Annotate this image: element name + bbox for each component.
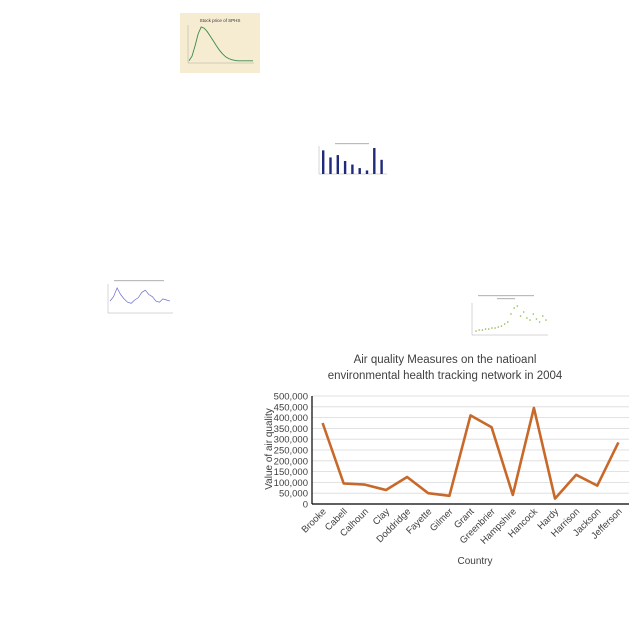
bar-thumbnail-bar <box>329 157 332 174</box>
line-thumbnail-line <box>109 287 171 304</box>
bar-thumbnail-bar <box>351 164 354 174</box>
bar-thumbnail-bar <box>322 150 325 174</box>
air-quality-line-chart: Air quality Measures on the natioanl env… <box>264 354 629 567</box>
y-tick-label: 250,000 <box>274 446 308 457</box>
scatter-thumbnail-point <box>497 326 500 328</box>
bar-thumbnail-title-placeholder <box>335 143 369 145</box>
y-tick-label: 300,000 <box>274 435 308 446</box>
line-chart-thumbnail <box>107 280 173 314</box>
x-axis-label: Country <box>457 556 492 567</box>
y-tick-label: 150,000 <box>274 467 308 478</box>
y-tick-label: 0 <box>303 500 308 511</box>
bar-chart-thumbnail <box>318 143 387 175</box>
scatter-thumbnail-point <box>545 319 547 321</box>
scatter-thumbnail-point <box>513 307 515 309</box>
stock-thumbnail-line <box>188 26 253 62</box>
scatter-thumbnail-title-placeholder-2 <box>497 298 515 300</box>
bar-thumbnail-bar <box>380 159 383 174</box>
scatter-thumbnail-point <box>478 329 480 331</box>
scatter-thumbnail-point <box>475 330 477 332</box>
scatter-thumbnail-point <box>491 327 493 329</box>
y-tick-label: 450,000 <box>274 402 308 413</box>
bar-thumbnail-bar <box>358 168 361 174</box>
scatter-thumbnail-point <box>535 318 538 320</box>
scatter-thumbnail-point <box>487 328 490 330</box>
y-tick-label: 50,000 <box>279 489 308 500</box>
y-tick-label: 200,000 <box>274 456 308 467</box>
x-tick-label: Gilmer <box>428 506 456 534</box>
scatter-thumbnail-title-placeholder-1 <box>478 295 534 297</box>
line-thumbnail-title-placeholder <box>114 280 164 282</box>
scatter-thumbnail-point <box>494 327 496 329</box>
chart-title-line-1: Air quality Measures on the natioanl <box>354 354 537 366</box>
bar-thumbnail-bar <box>365 170 369 174</box>
scatter-thumbnail-point <box>481 329 484 331</box>
y-tick-label: 100,000 <box>274 478 308 489</box>
series-line <box>321 406 620 500</box>
bar-thumbnail-bar <box>343 161 347 174</box>
scatter-thumbnail-point <box>507 321 509 323</box>
scatter-thumbnail-point <box>538 321 541 323</box>
scatter-thumbnail-point <box>532 313 535 315</box>
scatter-thumbnail-point <box>484 328 487 330</box>
bar-thumbnail-bar <box>373 148 376 174</box>
scatter-thumbnail-point <box>519 315 522 317</box>
scatter-thumbnail-point <box>516 305 519 307</box>
stock-price-thumbnail: Stock price of SPHS <box>180 13 260 73</box>
scatter-thumbnail-point <box>526 317 528 319</box>
y-tick-label: 500,000 <box>274 392 308 403</box>
y-axis-label: Value of air quality <box>264 408 275 490</box>
chart-gridlines <box>312 395 629 494</box>
y-tick-label: 400,000 <box>274 413 308 424</box>
x-tick-label: Brooke <box>300 506 329 535</box>
y-axis-tick-labels: 050,000100,000150,000200,000250,000300,0… <box>274 392 308 511</box>
scatter-thumbnail-point <box>542 315 544 317</box>
y-tick-label: 350,000 <box>274 424 308 435</box>
scatter-thumbnail-point <box>510 313 512 315</box>
scatter-thumbnail-point <box>500 325 503 327</box>
scatter-thumbnail-point <box>503 323 506 325</box>
bar-thumbnail-bar <box>336 155 339 174</box>
scatter-chart-thumbnail <box>471 295 548 336</box>
chart-title-line-2: environmental health tracking network in… <box>328 370 563 382</box>
scatter-thumbnail-point <box>529 319 531 321</box>
stock-thumbnail-title: Stock price of SPHS <box>200 18 241 23</box>
scatter-thumbnail-point <box>522 311 525 313</box>
